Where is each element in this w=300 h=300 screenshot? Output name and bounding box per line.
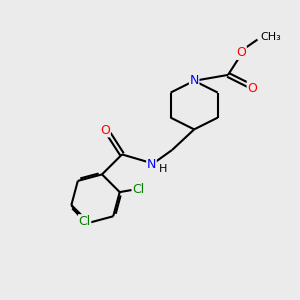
- Text: Cl: Cl: [133, 183, 145, 196]
- Text: H: H: [158, 164, 167, 174]
- Text: Cl: Cl: [79, 215, 91, 228]
- Text: O: O: [236, 46, 246, 59]
- Text: N: N: [190, 74, 199, 87]
- Text: O: O: [100, 124, 110, 137]
- Text: O: O: [247, 82, 257, 95]
- Text: N: N: [147, 158, 156, 171]
- Text: CH₃: CH₃: [260, 32, 281, 42]
